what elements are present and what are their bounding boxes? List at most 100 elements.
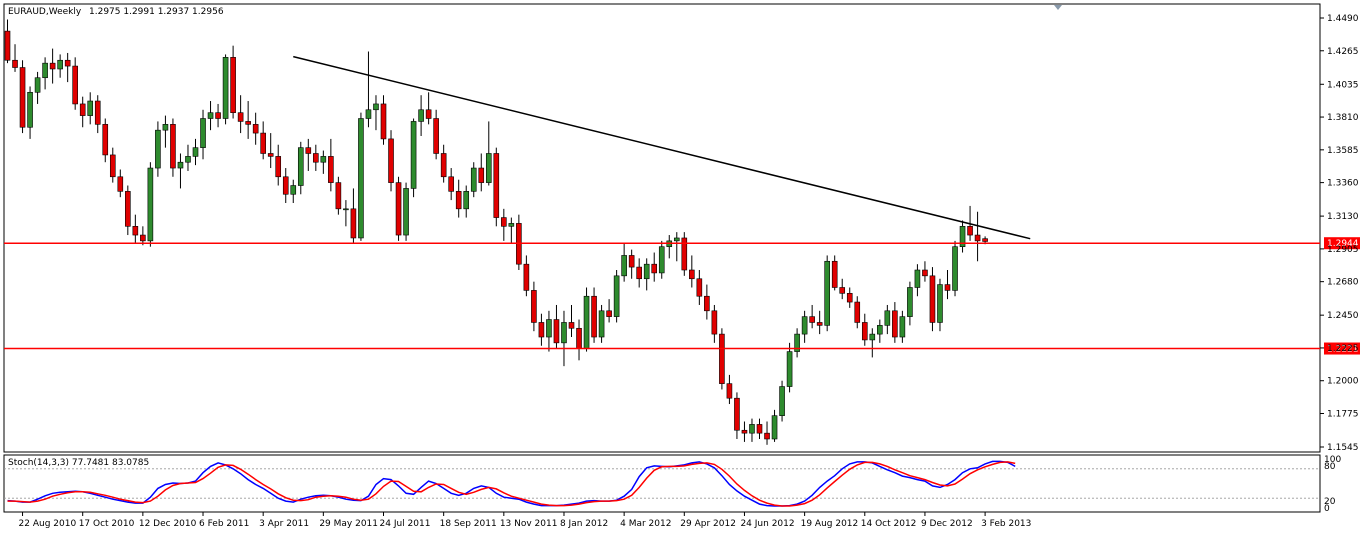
y-tick-label: 1.2680 xyxy=(1327,278,1359,288)
candle-body xyxy=(358,118,364,239)
candle xyxy=(267,133,274,169)
candle-body xyxy=(696,278,703,297)
candle xyxy=(418,95,424,136)
y-tick-label: 1.4035 xyxy=(1327,80,1359,90)
candle xyxy=(463,185,470,218)
candle xyxy=(185,144,191,171)
candle-body xyxy=(350,208,357,239)
stoch-level-80: 80 xyxy=(1324,462,1336,472)
price-label: 1.2944 xyxy=(1327,239,1359,249)
candle xyxy=(801,310,808,343)
candle xyxy=(117,169,124,198)
candle-body xyxy=(816,322,823,326)
candle xyxy=(907,281,913,326)
x-tick-label: 8 Jan 2012 xyxy=(560,519,608,529)
candle-body xyxy=(94,100,101,125)
candle-body xyxy=(576,327,582,349)
candle xyxy=(207,101,214,131)
candle-body xyxy=(613,275,620,317)
candle-body xyxy=(410,121,417,189)
candle xyxy=(877,319,883,343)
candle-body xyxy=(117,176,124,192)
candle xyxy=(689,255,695,288)
candle-body xyxy=(177,161,184,169)
candle xyxy=(170,118,176,177)
y-tick-label: 1.2905 xyxy=(1327,245,1359,255)
candle-body xyxy=(779,386,785,416)
candle xyxy=(140,226,146,246)
candle xyxy=(508,217,515,244)
candle xyxy=(591,287,597,343)
candle-body xyxy=(523,263,530,291)
candle-body xyxy=(929,275,936,323)
candle-body xyxy=(892,310,898,338)
candle-body xyxy=(606,310,612,317)
candle xyxy=(373,95,379,131)
candle xyxy=(749,418,755,442)
candle-body xyxy=(794,333,800,352)
candle xyxy=(388,130,394,192)
candle-body xyxy=(673,237,680,242)
candle-body xyxy=(553,319,560,344)
candle xyxy=(756,418,763,439)
candle xyxy=(779,380,785,422)
trendline[interactable] xyxy=(293,55,1031,240)
candle xyxy=(34,71,41,104)
candle xyxy=(839,278,846,300)
candle xyxy=(403,182,409,241)
x-tick-label: 4 Mar 2012 xyxy=(620,519,671,529)
stoch-d-line xyxy=(7,461,1016,507)
candle xyxy=(19,60,26,134)
candle xyxy=(651,252,658,282)
y-tick-label: 1.4265 xyxy=(1327,47,1359,57)
candle-body xyxy=(72,65,78,105)
price-label-box xyxy=(1324,237,1360,250)
candle-body xyxy=(711,310,718,335)
candle-body xyxy=(34,77,41,93)
candle-body xyxy=(786,351,793,387)
candle xyxy=(147,162,154,247)
candle xyxy=(192,138,199,166)
candle xyxy=(440,144,447,183)
candle xyxy=(177,153,184,189)
candle xyxy=(4,19,11,64)
candle-body xyxy=(982,238,988,242)
candle xyxy=(869,328,876,358)
x-tick-label: 3 Feb 2013 xyxy=(981,519,1031,529)
chart-shift-marker-icon[interactable] xyxy=(1054,5,1062,10)
y-tick-label: 1.4490 xyxy=(1327,14,1359,24)
candle-body xyxy=(102,124,109,156)
candle xyxy=(794,328,800,358)
candle-body xyxy=(463,191,470,210)
candle-body xyxy=(305,147,312,154)
candle-body xyxy=(19,67,26,128)
candle-body xyxy=(764,432,770,440)
candle xyxy=(132,214,139,244)
y-tick-label: 1.3810 xyxy=(1327,113,1359,123)
candle-body xyxy=(192,147,199,157)
candle xyxy=(320,150,327,174)
candle xyxy=(861,313,868,346)
candle-body xyxy=(455,191,462,210)
x-tick-label: 13 Nov 2011 xyxy=(500,519,558,529)
candle xyxy=(125,185,131,236)
candle xyxy=(493,147,500,227)
x-tick-label: 19 Aug 2012 xyxy=(801,519,859,529)
candle-body xyxy=(846,293,853,303)
candle-body xyxy=(719,333,725,384)
candle xyxy=(275,144,282,186)
candle xyxy=(673,232,680,262)
y-tick-label: 1.3360 xyxy=(1327,179,1359,189)
candle xyxy=(245,101,251,139)
candle xyxy=(290,179,297,204)
candle xyxy=(696,270,703,305)
candle xyxy=(102,118,109,163)
candle-body xyxy=(959,226,966,248)
candle-body xyxy=(568,322,575,329)
candle-body xyxy=(27,91,33,128)
candle-body xyxy=(275,156,282,178)
candle xyxy=(846,287,853,308)
candle xyxy=(636,258,642,288)
candle xyxy=(305,138,312,171)
